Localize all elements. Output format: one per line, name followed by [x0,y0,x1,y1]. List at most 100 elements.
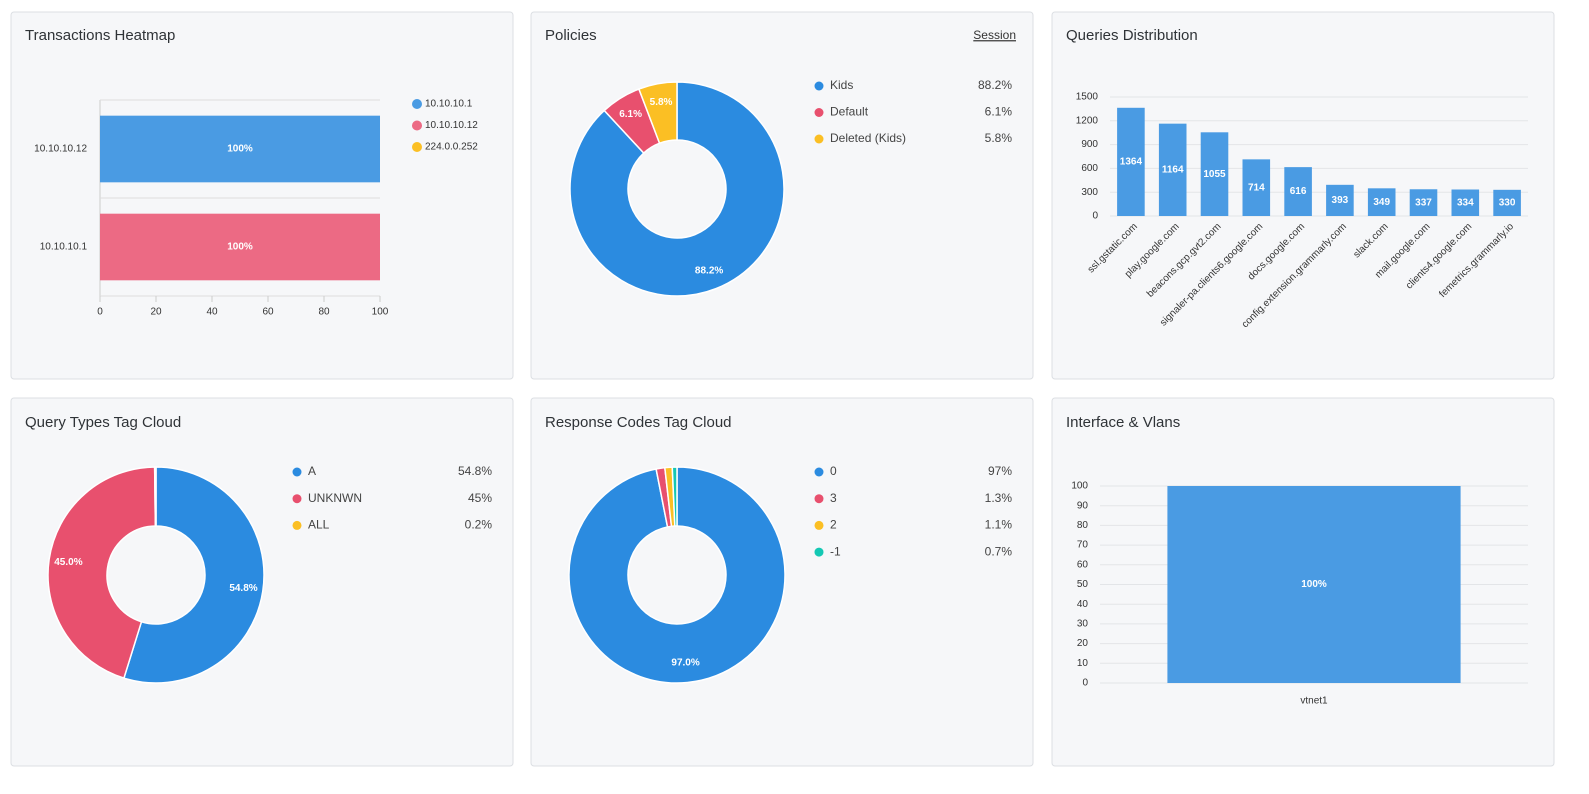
legend-marker [292,467,302,477]
legend-value: 0.7% [985,544,1013,558]
legend-label: UNKNWN [308,491,362,505]
slice-label: 88.2% [695,266,723,277]
x-tick-label: 40 [206,307,218,318]
legend-value: 0.2% [465,518,493,532]
bar [1326,184,1354,216]
y-tick-label: 80 [1077,520,1089,531]
legend-marker [814,81,824,91]
legend-value: 45% [468,491,492,505]
x-tick-label: 80 [318,307,330,318]
y-tick-label: 70 [1077,540,1089,551]
legend-value: 97% [988,464,1012,478]
y-tick-label: 300 [1081,187,1098,198]
y-tick-label: 90 [1077,500,1089,511]
slice [569,81,785,297]
bar [1200,132,1229,216]
panel-title: Transactions Heatmap [25,27,175,44]
bar-label: 100% [1301,579,1327,590]
y-tick-label: 10.10.10.1 [40,242,88,253]
legend-marker [412,99,422,109]
y-tick-label: 60 [1077,559,1089,570]
panel-title: Response Codes Tag Cloud [545,414,732,431]
slice-label: 45.0% [54,557,82,568]
bar [1367,188,1396,216]
bar [1409,189,1438,216]
bar-label: 330 [1499,198,1516,209]
legend-label: Kids [830,78,853,92]
bar-label: 349 [1373,197,1390,208]
legend-label: Default [830,105,869,119]
y-tick-label: 30 [1077,619,1089,630]
slice [47,466,157,680]
x-tick-label: 0 [97,307,103,318]
legend-value: 6.1% [985,105,1013,119]
legend-label: 10.10.10.1 [425,99,473,110]
legend-marker [292,494,302,504]
bar [1117,107,1145,216]
legend-label: 2 [830,518,837,532]
y-tick-label: 100 [1071,481,1088,492]
x-tick-label: 60 [262,307,274,318]
bar-label: 1364 [1120,157,1143,168]
panel-title: Queries Distribution [1066,27,1198,44]
bar-label: 1055 [1203,169,1226,180]
bar-label: 100% [227,144,253,155]
x-tick-label: vtnet1 [1300,696,1328,707]
legend-marker [814,108,824,117]
bar-label: 616 [1290,186,1307,197]
bar-label: 393 [1332,195,1349,206]
legend-label: 0 [830,464,837,478]
slice-label: 97.0% [671,658,699,669]
bar [1451,189,1480,216]
legend-marker [814,467,824,477]
bar [1493,189,1521,216]
legend-marker [412,142,422,152]
legend-value: 1.3% [985,491,1013,505]
y-tick-label: 0 [1092,211,1098,222]
legend-marker [814,134,824,144]
session-link[interactable]: Session [973,28,1016,42]
bar [1158,123,1187,216]
legend-label: Deleted (Kids) [830,131,906,145]
slice-label: 6.1% [619,109,642,120]
y-tick-label: 10 [1077,658,1089,669]
y-tick-label: 1500 [1076,92,1099,103]
slice [671,466,678,527]
x-tick-label: 20 [150,307,162,318]
y-tick-label: 10.10.10.12 [34,144,87,155]
legend-marker [412,120,422,131]
panel-title: Policies [545,27,597,44]
y-tick-label: 20 [1077,638,1089,649]
bar-label: 714 [1248,182,1265,193]
y-tick-label: 40 [1077,599,1089,610]
y-tick-label: 1200 [1076,115,1099,126]
y-tick-label: 900 [1081,139,1098,150]
legend-marker [814,494,824,504]
y-tick-label: 50 [1077,579,1089,590]
slice [637,81,678,145]
legend-marker [292,520,302,530]
y-tick-label: 600 [1081,163,1098,174]
legend-label: -1 [830,544,841,558]
bar [1284,167,1312,216]
bar-label: 337 [1415,197,1432,208]
legend-label: 3 [830,491,837,505]
panel-title: Interface & Vlans [1066,414,1180,431]
legend-label: 10.10.10.12 [425,120,478,131]
bar [100,115,380,183]
x-tick-label: 100 [372,307,389,318]
y-tick-label: 0 [1082,678,1088,689]
bar [100,213,380,281]
legend-value: 1.1% [985,518,1013,532]
bar-label: 1164 [1162,164,1184,175]
slice [122,466,265,684]
panel [10,11,514,380]
bar-label: 100% [227,242,253,253]
legend-label: 224.0.0.252 [425,142,478,153]
slice [153,466,157,527]
legend-value: 5.8% [985,131,1013,145]
legend-marker [814,520,824,530]
legend-label: A [308,464,316,478]
bar-label: 334 [1457,197,1474,208]
